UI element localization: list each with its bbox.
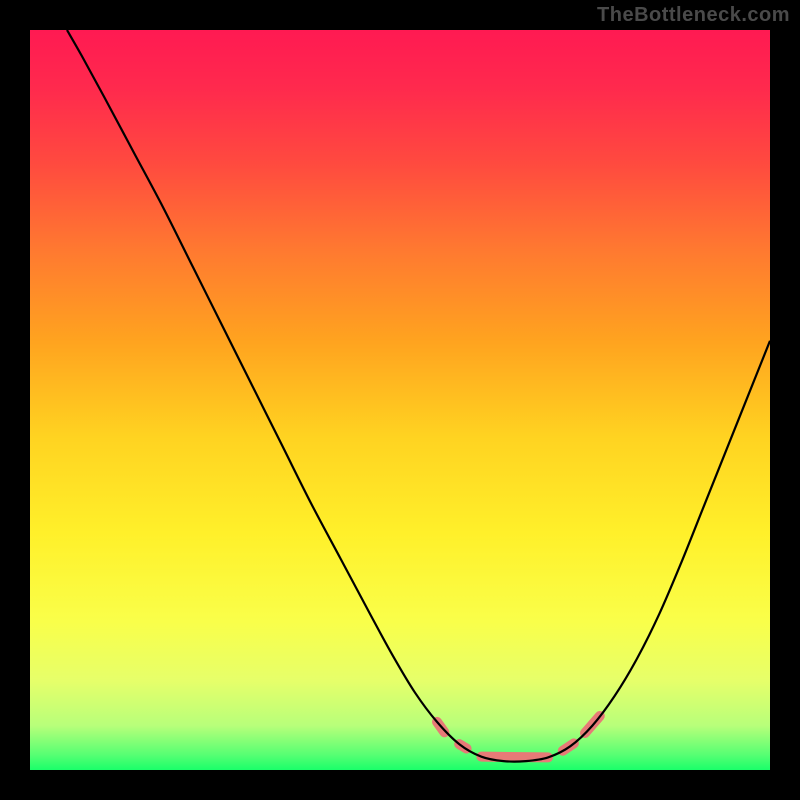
highlight-segment: [481, 757, 548, 758]
chart-frame: TheBottleneck.com: [0, 0, 800, 800]
gradient-background: [30, 30, 770, 770]
plot-area: [30, 30, 770, 770]
watermark-text: TheBottleneck.com: [597, 4, 790, 27]
bottleneck-curve-chart: [30, 30, 770, 770]
